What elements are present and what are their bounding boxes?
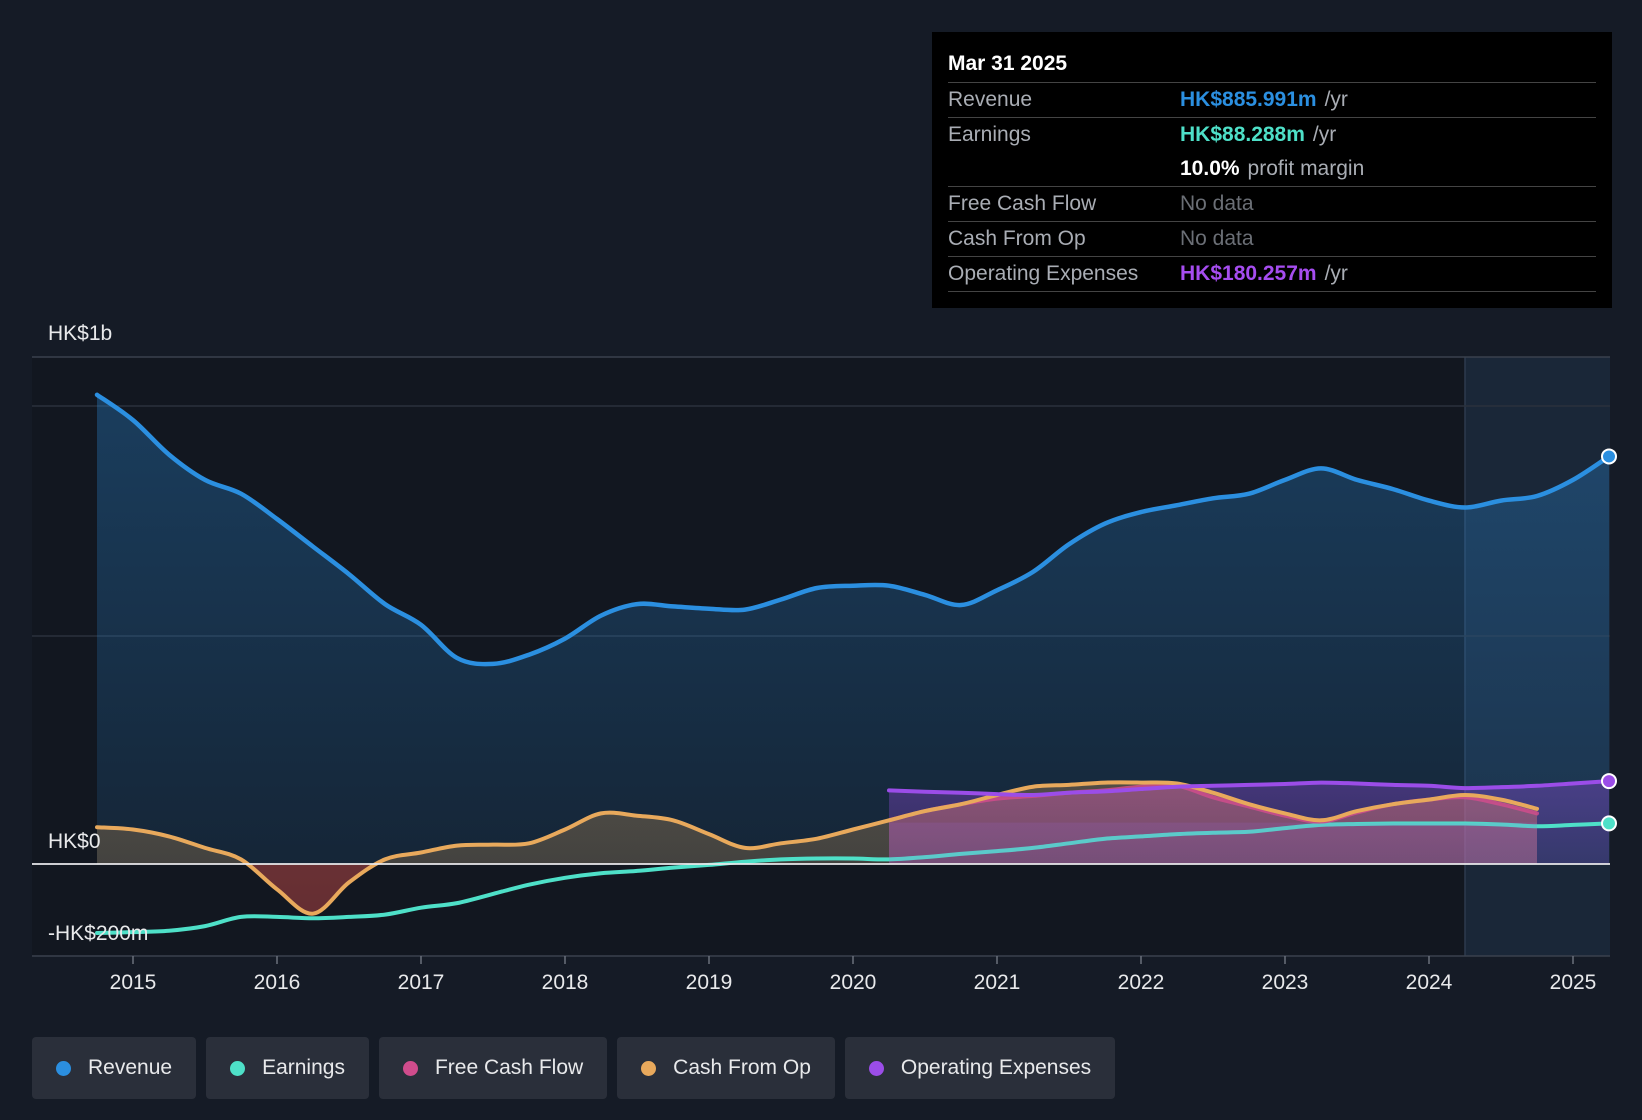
x-tick-label: 2019 <box>686 971 733 994</box>
tooltip-label: Operating Expenses <box>948 262 1139 285</box>
tooltip-row-fcf: Free Cash Flow No data <box>948 187 1596 222</box>
legend-item-revenue[interactable]: Revenue <box>32 1037 197 1099</box>
legend-item-cash-from-op[interactable]: Cash From Op <box>617 1037 835 1099</box>
tooltip-unit: /yr <box>1324 262 1348 285</box>
tooltip-row-opex: Operating Expenses HK$180.257m /yr <box>948 257 1596 292</box>
revenue-area <box>97 394 1609 864</box>
earnings-line <box>95 821 1611 935</box>
legend-dot-icon <box>402 1060 418 1076</box>
tooltip-value-margin: 10.0% <box>1180 157 1240 180</box>
overlap-shade <box>889 822 1537 864</box>
legend-dot-icon <box>868 1060 884 1076</box>
y-axis-label-zero: HK$0 <box>48 830 101 853</box>
legend-label: Revenue <box>88 1056 173 1079</box>
tooltip-value-fcf: No data <box>1180 192 1254 215</box>
legend-item-earnings[interactable]: Earnings <box>206 1037 369 1099</box>
operating-expenses-end-marker <box>1601 773 1617 790</box>
legend-dot-icon <box>230 1060 246 1076</box>
tooltip-label: Revenue <box>948 88 1033 111</box>
tooltip-row-cfo: Cash From Op No data <box>948 222 1596 257</box>
x-tick-label: 2024 <box>1406 971 1453 994</box>
x-tick-label: 2015 <box>110 971 157 994</box>
legend-label: Cash From Op <box>673 1056 811 1079</box>
tooltip-label: Free Cash Flow <box>948 192 1097 215</box>
operating-expenses-line <box>887 779 1611 798</box>
legend-label: Earnings <box>262 1056 345 1079</box>
tooltip-row-earnings: Earnings HK$88.288m /yr <box>948 118 1596 152</box>
x-tick-label: 2017 <box>398 971 445 994</box>
tooltip-row-margin: 10.0% profit margin <box>948 152 1596 187</box>
tooltip-label: Earnings <box>948 123 1031 146</box>
legend-label: Operating Expenses <box>900 1056 1092 1079</box>
tooltip-unit: profit margin <box>1247 157 1365 180</box>
revenue-end-marker <box>1601 448 1617 465</box>
chart-legend: Revenue Earnings Free Cash Flow Cash Fro… <box>32 1037 1116 1099</box>
legend-label: Free Cash Flow <box>434 1056 584 1079</box>
tooltip-row-revenue: Revenue HK$885.991m /yr <box>948 83 1596 118</box>
x-tick-label: 2021 <box>974 971 1021 994</box>
legend-dot-icon <box>641 1060 657 1076</box>
legend-dot-icon <box>56 1060 71 1076</box>
x-tick-label: 2020 <box>830 971 877 994</box>
x-tick-label: 2018 <box>542 971 589 994</box>
tooltip-label <box>948 152 1180 186</box>
tooltip-label: Cash From Op <box>948 227 1086 250</box>
x-tick-label: 2023 <box>1262 971 1309 994</box>
tooltip-unit: /yr <box>1312 123 1337 146</box>
x-tick-label: 2016 <box>254 971 301 994</box>
x-tick-label: 2022 <box>1118 971 1165 994</box>
tooltip-value-earnings: HK$88.288m <box>1180 123 1305 146</box>
cash-from-op-line <box>95 780 1539 916</box>
x-tick-label: 2025 <box>1550 971 1597 994</box>
data-tooltip: Mar 31 2025 Revenue HK$885.991m /yr Earn… <box>932 32 1612 308</box>
tooltip-date: Mar 31 2025 <box>948 46 1596 83</box>
tooltip-value-opex: HK$180.257m <box>1180 262 1317 285</box>
earnings-end-marker <box>1601 815 1617 832</box>
y-axis-label-top: HK$1b <box>48 322 112 345</box>
legend-item-operating-expenses[interactable]: Operating Expenses <box>844 1037 1116 1099</box>
tooltip-value-cfo: No data <box>1180 227 1254 250</box>
revenue-line <box>94 392 1612 667</box>
tooltip-unit: /yr <box>1324 88 1348 111</box>
y-axis-label-bottom: -HK$200m <box>48 922 148 945</box>
tooltip-value-revenue: HK$885.991m <box>1180 88 1317 111</box>
legend-item-free-cash-flow[interactable]: Free Cash Flow <box>378 1037 608 1099</box>
